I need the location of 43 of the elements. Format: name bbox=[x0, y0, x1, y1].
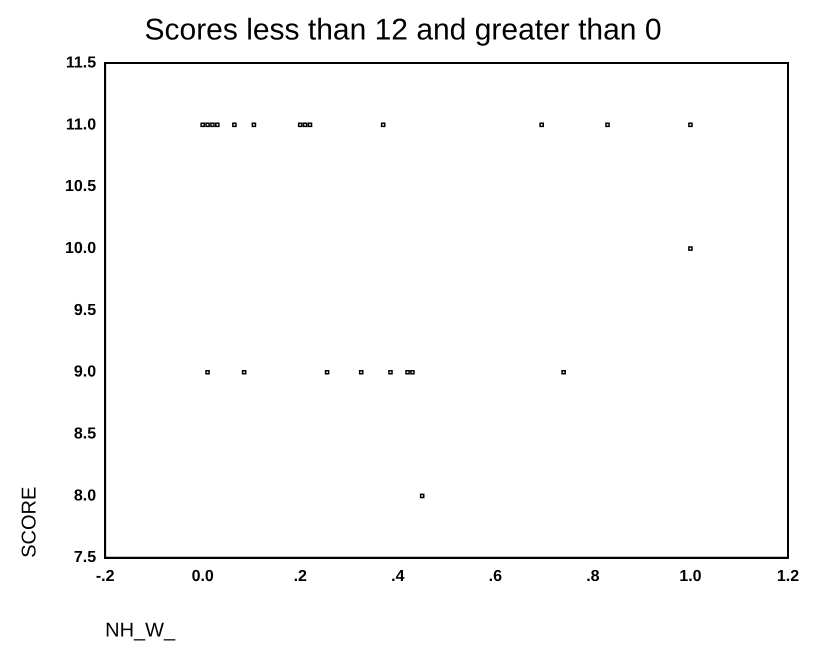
y-tick-label: 11.5 bbox=[66, 54, 96, 72]
point bbox=[420, 494, 424, 498]
point bbox=[302, 122, 308, 128]
point bbox=[358, 370, 364, 375]
point bbox=[405, 370, 410, 375]
y-tick-label: 11.0 bbox=[66, 116, 96, 134]
y-tick-label: 9.5 bbox=[74, 302, 96, 319]
x-tick-label: .6 bbox=[488, 568, 502, 585]
point bbox=[200, 122, 205, 128]
y-tick-label: 10.0 bbox=[65, 240, 96, 257]
y-tick-label: 8.5 bbox=[74, 426, 96, 443]
x-tick-label: .4 bbox=[391, 568, 405, 585]
point bbox=[205, 122, 210, 128]
x-tick-label: .8 bbox=[586, 568, 600, 585]
point bbox=[215, 122, 220, 128]
point bbox=[242, 370, 246, 375]
point bbox=[561, 370, 566, 375]
y-axis-title: SCORE bbox=[18, 486, 41, 558]
point bbox=[688, 122, 693, 128]
y-tick-label: 7.5 bbox=[74, 549, 96, 566]
point bbox=[688, 246, 693, 251]
y-tick-label: 8.0 bbox=[74, 487, 96, 504]
point bbox=[324, 370, 330, 375]
point bbox=[539, 122, 544, 128]
x-tick-label: .2 bbox=[294, 568, 308, 585]
x-tick-label: 0.0 bbox=[192, 568, 214, 585]
point bbox=[388, 370, 393, 375]
y-tick-label: 9.0 bbox=[74, 364, 96, 381]
x-tick-label: -.2 bbox=[96, 568, 115, 585]
point bbox=[605, 122, 610, 128]
x-axis-title: NH_W_ bbox=[105, 620, 176, 642]
x-tick-label: 1.2 bbox=[776, 568, 800, 585]
point bbox=[298, 122, 303, 128]
point bbox=[210, 122, 215, 128]
point bbox=[380, 122, 386, 128]
point bbox=[205, 370, 210, 375]
y-tick-label: 10.5 bbox=[65, 178, 96, 196]
point bbox=[232, 122, 237, 128]
x-tick-label: 1.0 bbox=[679, 568, 702, 585]
point bbox=[308, 122, 312, 128]
chart-title: Scores less than 12 and greater than 0 bbox=[144, 13, 662, 46]
point bbox=[252, 122, 256, 128]
point bbox=[410, 370, 415, 375]
